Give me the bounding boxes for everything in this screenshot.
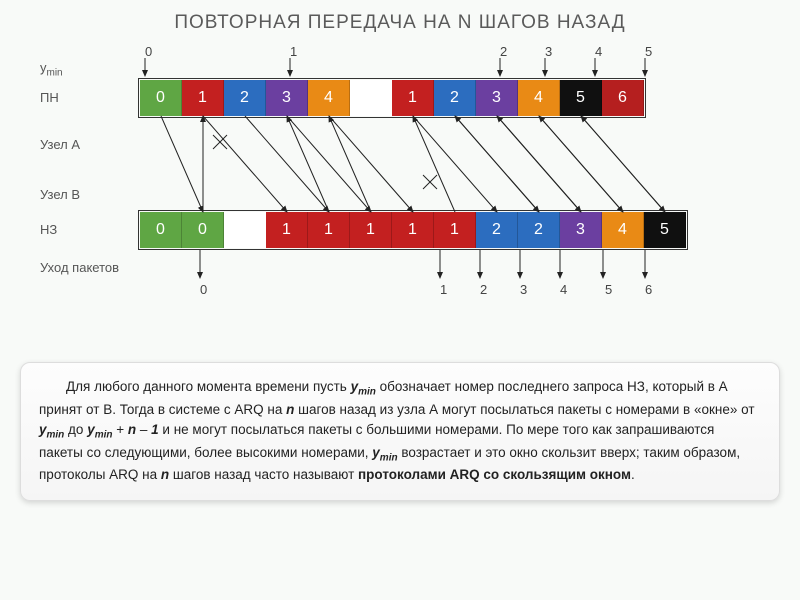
bottom-number: 2 [480, 282, 487, 297]
cell: 1 [308, 212, 350, 248]
cell: 0 [140, 212, 182, 248]
cell: 6 [602, 80, 644, 116]
cell: 5 [644, 212, 686, 248]
cell: 4 [308, 80, 350, 116]
bottom-number: 3 [520, 282, 527, 297]
cell: 1 [392, 80, 434, 116]
label-departure: Уход пакетов [40, 260, 119, 275]
label-nz: НЗ [40, 222, 57, 237]
cell: 3 [560, 212, 602, 248]
cell: 2 [476, 212, 518, 248]
bottom-number: 5 [605, 282, 612, 297]
cell: 4 [518, 80, 560, 116]
cell: 1 [350, 212, 392, 248]
arq-diagram: ymin ПН Узел А Узел В НЗ Уход пакетов 01… [20, 42, 780, 362]
cell: 2 [518, 212, 560, 248]
top-number: 4 [595, 44, 602, 59]
top-number: 3 [545, 44, 552, 59]
cell: 0 [182, 212, 224, 248]
top-number: 0 [145, 44, 152, 59]
top-number: 2 [500, 44, 507, 59]
label-pn: ПН [40, 90, 59, 105]
cell: 1 [434, 212, 476, 248]
cell: 2 [224, 80, 266, 116]
description-box: Для любого данного момента времени пусть… [20, 362, 780, 501]
label-nodeB: Узел В [40, 187, 80, 202]
cell: 5 [560, 80, 602, 116]
bottom-strip: 001111122345 [140, 212, 686, 248]
bottom-number: 1 [440, 282, 447, 297]
top-number: 5 [645, 44, 652, 59]
cell: 3 [476, 80, 518, 116]
cell: 2 [434, 80, 476, 116]
cell: 1 [392, 212, 434, 248]
cell: 1 [266, 212, 308, 248]
top-number: 1 [290, 44, 297, 59]
label-ymin: ymin [40, 60, 63, 79]
cell: 0 [140, 80, 182, 116]
bottom-number: 6 [645, 282, 652, 297]
cell: 1 [182, 80, 224, 116]
top-strip: 01234123456 [140, 80, 644, 116]
bottom-number: 0 [200, 282, 207, 297]
page-title: ПОВТОРНАЯ ПЕРЕДАЧА НА N ШАГОВ НАЗАД [0, 0, 800, 42]
label-nodeA: Узел А [40, 137, 80, 152]
cell: 4 [602, 212, 644, 248]
cell: 3 [266, 80, 308, 116]
bottom-number: 4 [560, 282, 567, 297]
